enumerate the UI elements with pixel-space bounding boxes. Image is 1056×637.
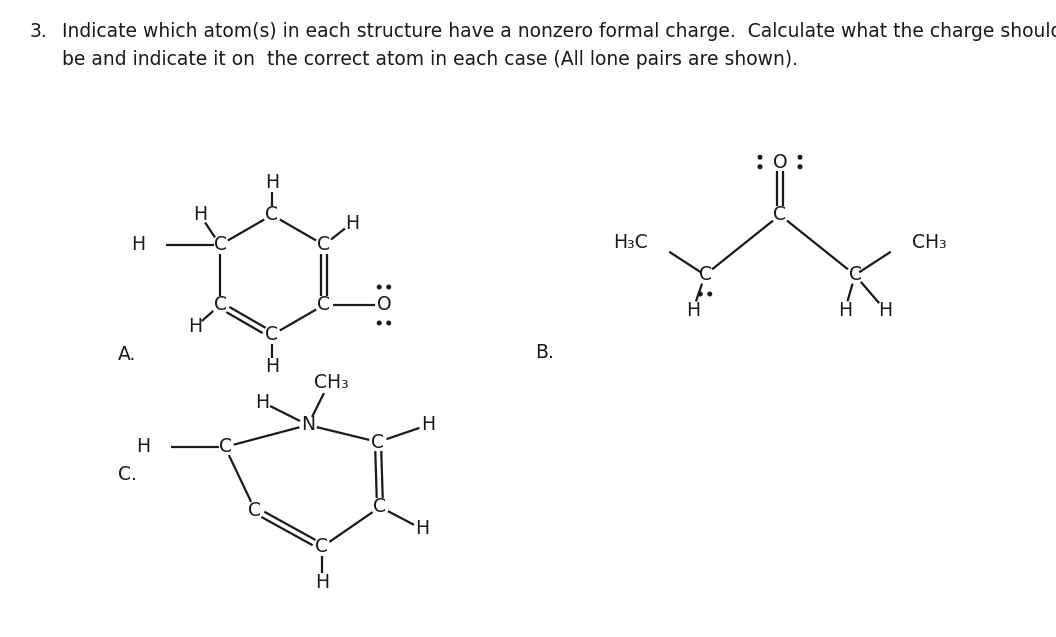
Circle shape [798,165,802,169]
Text: O: O [377,296,392,315]
Text: C: C [773,206,787,224]
Text: C: C [698,266,712,285]
Circle shape [698,292,702,296]
Text: C: C [372,433,384,452]
Text: C.: C. [118,466,137,485]
Text: H: H [254,392,269,412]
Text: C: C [318,236,331,255]
Text: H: H [878,301,892,320]
Text: CH₃: CH₃ [912,234,947,252]
Text: N: N [301,415,315,434]
Text: H: H [345,213,359,233]
Text: H: H [315,573,329,592]
Text: C: C [316,538,328,557]
Text: C: C [248,501,262,520]
Text: H: H [415,520,429,538]
Text: be and indicate it on  the correct atom in each case (All lone pairs are shown).: be and indicate it on the correct atom i… [62,50,798,69]
Circle shape [377,321,381,325]
Text: H: H [188,317,202,336]
Text: A.: A. [118,345,136,364]
Text: B.: B. [535,343,554,362]
Text: H: H [193,206,207,224]
Circle shape [758,165,761,169]
Text: H: H [265,357,279,376]
Circle shape [758,155,761,159]
Text: C: C [213,296,227,315]
Text: C: C [265,326,279,345]
Text: C: C [265,206,279,224]
Text: H₃C: H₃C [614,234,648,252]
Text: H: H [686,301,700,320]
Circle shape [386,285,391,289]
Text: H: H [265,173,279,192]
Text: O: O [773,152,788,171]
Text: H: H [131,236,145,255]
Text: C: C [318,296,331,315]
Circle shape [386,321,391,325]
Circle shape [708,292,712,296]
Text: CH₃: CH₃ [314,373,348,392]
Text: C: C [219,438,231,457]
Text: H: H [838,301,852,320]
Text: 3.: 3. [30,22,48,41]
Text: C: C [213,236,227,255]
Text: C: C [849,266,862,285]
Text: Indicate which atom(s) in each structure have a nonzero formal charge.  Calculat: Indicate which atom(s) in each structure… [62,22,1056,41]
Circle shape [798,155,802,159]
Text: C: C [374,497,386,517]
Text: H: H [136,438,150,457]
Circle shape [377,285,381,289]
Text: H: H [421,415,435,434]
